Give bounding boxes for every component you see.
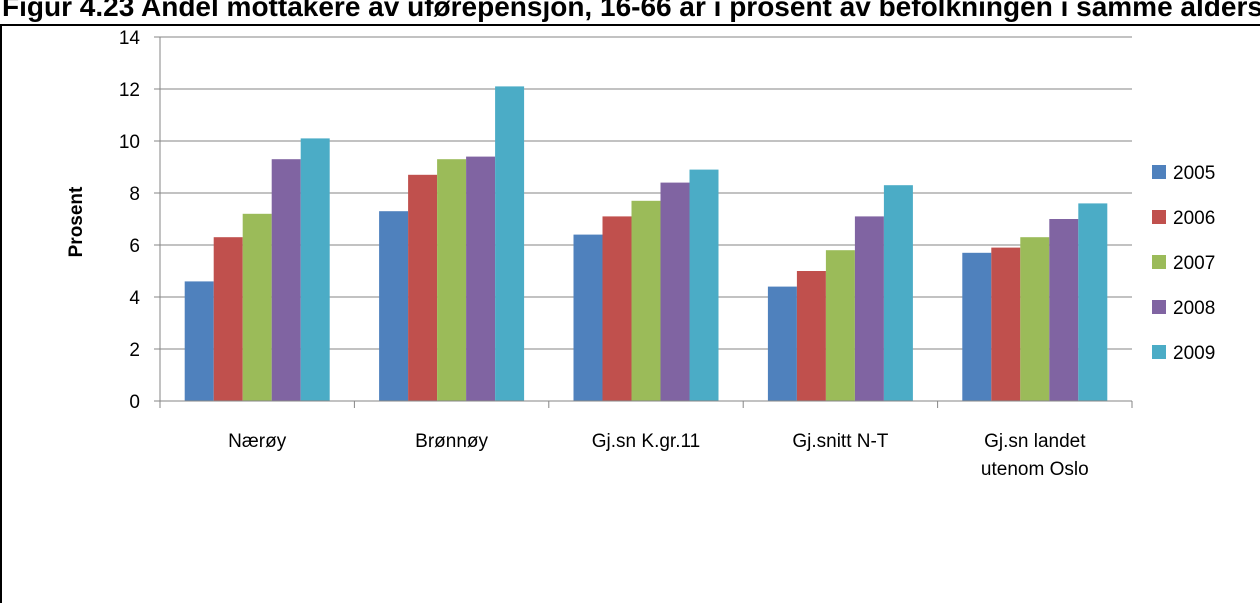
x-tick-label: Gj.sn K.gr.11 — [592, 431, 700, 452]
bar-2008-2 — [466, 156, 496, 401]
bar-2006-4 — [796, 271, 826, 401]
bar-2006-5 — [991, 247, 1021, 401]
bar-2008-3 — [660, 182, 690, 401]
x-tick-label: Brønnøy — [415, 431, 488, 452]
bar-2005-4 — [767, 286, 797, 401]
legend-swatch-2006 — [1152, 210, 1166, 224]
legend-label-2005: 2005 — [1173, 163, 1215, 184]
x-tick-label: Gj.sn landet utenom Oslo — [981, 431, 1089, 480]
bar-2005-5 — [962, 252, 992, 401]
legend: 2005 2006 2007 2008 2009 — [1152, 163, 1215, 364]
y-tick-label: 10 — [119, 132, 140, 153]
legend-label-2006: 2006 — [1173, 208, 1215, 229]
y-tick-label: 2 — [129, 340, 140, 361]
bar-2005-3 — [573, 234, 603, 401]
bar-2009-1 — [300, 138, 330, 401]
y-tick-label: 14 — [119, 28, 141, 49]
bar-2005-2 — [379, 211, 409, 401]
figure-title-bar: Figur 4.23 Andel mottakere av uførepensj… — [0, 0, 1260, 26]
bar-2007-3 — [631, 200, 661, 401]
bar-2007-5 — [1020, 237, 1050, 401]
legend-swatch-2005 — [1152, 165, 1166, 179]
figure-title: Figur 4.23 Andel mottakere av uførepensj… — [2, 0, 1260, 22]
x-tick-label: Nærøy — [228, 431, 287, 452]
y-tick-label: 0 — [129, 392, 140, 413]
legend-swatch-2008 — [1152, 300, 1166, 314]
bar-2005-1 — [184, 281, 214, 401]
y-tick-label: 4 — [129, 288, 140, 309]
legend-swatch-2009 — [1152, 345, 1166, 359]
bar-2007-4 — [825, 250, 855, 401]
y-tick-label: 6 — [129, 236, 140, 257]
bar-2008-1 — [271, 159, 301, 401]
bar-2006-1 — [213, 237, 243, 401]
bar-2009-2 — [495, 86, 525, 402]
legend-swatch-2007 — [1152, 255, 1166, 269]
legend-label-2007: 2007 — [1173, 253, 1215, 274]
bar-2006-3 — [602, 216, 632, 401]
bar-2008-5 — [1049, 219, 1079, 401]
legend-label-2009: 2009 — [1173, 343, 1215, 364]
y-axis: 0 2 4 6 8 10 12 14 — [119, 28, 161, 413]
bar-2008-4 — [854, 216, 884, 401]
y-tick-label: 12 — [119, 80, 140, 101]
legend-label-2008: 2008 — [1173, 298, 1215, 319]
x-axis: Nærøy Brønnøy Gj.sn K.gr.11 Gj.snitt N-T Gj.… — [159, 400, 1133, 480]
bar-2009-4 — [883, 185, 913, 401]
bars — [184, 86, 1108, 402]
bar-2007-1 — [242, 213, 272, 401]
bar-2009-5 — [1078, 203, 1108, 401]
bar-2006-2 — [408, 174, 438, 401]
x-tick-label: Gj.snitt N-T — [792, 431, 888, 452]
y-tick-label: 8 — [129, 184, 140, 205]
bar-2009-3 — [689, 169, 719, 401]
y-axis-label: Prosent — [66, 186, 87, 257]
bar-2007-2 — [437, 159, 467, 401]
